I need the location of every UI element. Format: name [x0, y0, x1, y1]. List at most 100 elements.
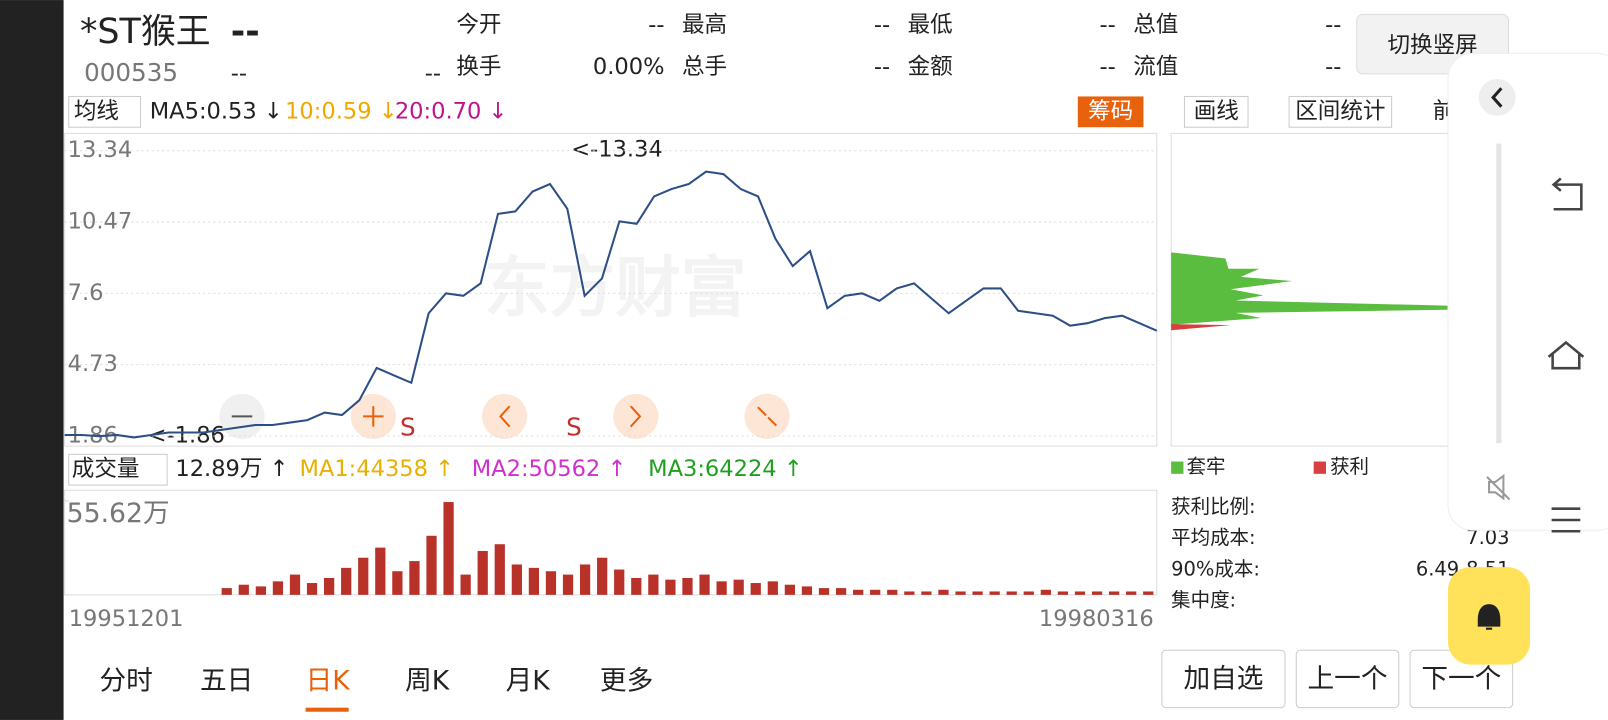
volume-bar	[341, 567, 352, 595]
legend-label: 套牢	[1187, 455, 1226, 478]
volume-bar	[938, 589, 949, 595]
stat-value: --	[1099, 12, 1115, 38]
switch-label[interactable]: 切换竖屏	[1388, 33, 1478, 59]
avg-cost: 7.03	[1466, 526, 1509, 549]
ma10: 10:0.59 ↓	[285, 98, 398, 124]
side-panel-bg	[1447, 52, 1608, 531]
icon	[363, 406, 384, 427]
stat-label: 最高	[682, 12, 727, 38]
volume-bar	[272, 581, 284, 595]
tab[interactable]: 日K	[306, 666, 352, 697]
y-tick-label: 55.62万	[67, 498, 170, 529]
chip-label: 集中度:	[1171, 588, 1236, 611]
menu-icon[interactable]	[1551, 507, 1581, 533]
chips-label[interactable]: 筹码	[1088, 98, 1133, 124]
marker: S	[566, 413, 582, 442]
legend-swatch	[1171, 461, 1184, 474]
ma20: 20:0.70 ↓	[395, 98, 508, 124]
tab[interactable]: 更多	[600, 666, 653, 697]
volume-bar	[1108, 591, 1120, 595]
tab[interactable]: 分时	[99, 666, 152, 697]
next[interactable]	[613, 393, 659, 439]
back-icon[interactable]	[1551, 177, 1583, 211]
draw-button[interactable]	[1183, 95, 1249, 128]
volume-bar	[460, 574, 471, 595]
range-label[interactable]: 区间统计	[1295, 98, 1385, 124]
volume-bar	[955, 591, 966, 595]
button[interactable]	[1295, 649, 1400, 709]
tab-underline	[305, 707, 349, 712]
vol-ma3: MA3:64224 ↑	[648, 456, 803, 482]
button-label[interactable]: 上一个	[1308, 663, 1388, 694]
volume-bar	[511, 564, 522, 595]
chart-controls	[219, 393, 790, 439]
button-label[interactable]: 下一个	[1421, 663, 1501, 694]
date-start: 19951201	[69, 606, 184, 632]
icon	[629, 405, 642, 428]
y-tick-label: 10.47	[68, 209, 133, 235]
stock-name: *ST猴王	[80, 12, 211, 52]
change-pct: --	[425, 60, 441, 86]
collapse[interactable]	[744, 393, 790, 439]
vol-ma2: MA2:50562 ↑	[472, 456, 627, 482]
collapse-button[interactable]	[1478, 79, 1516, 116]
volume-bar	[545, 571, 557, 595]
volume-bar	[921, 591, 932, 595]
home-icon[interactable]	[1547, 340, 1585, 370]
range-button[interactable]	[1288, 95, 1393, 128]
legend-label: 获利	[1330, 455, 1369, 478]
price: --	[231, 12, 260, 52]
tab[interactable]: 月K	[506, 666, 552, 697]
volume-bar	[409, 561, 420, 595]
volume-menu-label[interactable]: 成交量	[72, 456, 140, 482]
stat-label: 总手	[682, 54, 727, 80]
chip-label: 90%成本:	[1171, 558, 1260, 581]
ma5: MA5:0.53 ↓	[150, 98, 283, 124]
volume-bar	[818, 588, 830, 595]
ma-menu-label[interactable]: 均线	[74, 98, 119, 124]
volume-bar	[750, 583, 761, 595]
side-panel	[1447, 52, 1608, 665]
stat-value: --	[1099, 54, 1115, 80]
tab[interactable]: 五日	[200, 666, 253, 697]
volume-bar	[614, 569, 625, 595]
y-tick-label: 13.34	[68, 137, 133, 163]
icon	[499, 405, 511, 428]
volume-bar	[597, 557, 608, 595]
volume-menu[interactable]	[68, 453, 168, 486]
chip-profit	[1171, 324, 1231, 331]
volume-bar	[1040, 589, 1051, 595]
stat-value: --	[648, 12, 664, 38]
volume-bar	[716, 581, 727, 595]
ma-menu[interactable]	[68, 95, 142, 128]
volume-bar	[1143, 591, 1154, 595]
tab[interactable]: 周K	[405, 666, 451, 697]
button-label[interactable]: 加自选	[1183, 663, 1263, 694]
stat-label: 流值	[1133, 54, 1178, 80]
volume-bar	[494, 544, 505, 595]
volume-bar	[579, 564, 591, 595]
annotation: <-1.86	[148, 422, 225, 448]
draw-label[interactable]: 画线	[1194, 98, 1239, 124]
stat-label: 总值	[1133, 12, 1178, 38]
button[interactable]	[1161, 649, 1286, 709]
legend-swatch	[1313, 461, 1326, 474]
icon	[1491, 87, 1503, 108]
volume-bar	[1006, 591, 1017, 595]
watermark: 东方财富	[484, 250, 747, 326]
volume-bar	[1074, 591, 1086, 595]
volume-bar	[887, 589, 898, 595]
prev[interactable]	[481, 393, 528, 439]
stat-value: --	[874, 54, 890, 80]
stat-label: 金额	[908, 54, 953, 80]
chips-button[interactable]	[1077, 96, 1144, 128]
stat-label: 今开	[456, 12, 501, 38]
volume-bar	[648, 574, 659, 595]
mute-icon[interactable]	[1486, 473, 1511, 501]
scrollbar	[1496, 143, 1502, 444]
price-line	[64, 170, 1158, 439]
volume-bar	[528, 567, 540, 595]
code: 000535	[84, 58, 178, 87]
